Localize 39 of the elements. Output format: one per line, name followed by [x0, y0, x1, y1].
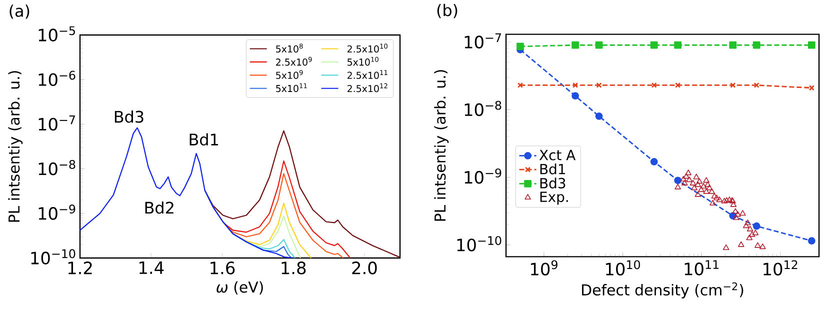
y-tick-label: 10$^{−9}$ [38, 204, 76, 220]
legend-label: Bd3 [540, 178, 566, 188]
y-axis-title: PL intsentiy (arb. u.) [8, 71, 23, 222]
x-axis-title: ω (eV) [216, 281, 263, 294]
y-tick-label: 10$^{−8}$ [38, 160, 76, 176]
x-axis-title: Defect density (cm$^{−2}$) [582, 282, 744, 298]
y-tick-label: 10$^{−8}$ [464, 100, 502, 116]
legend-label: 2.5x10$^{9}$ [276, 56, 312, 66]
x-tick-label: 1.4 [140, 262, 164, 274]
annotation: Bd2 [145, 201, 174, 214]
legend-label: 5x10$^{10}$ [348, 56, 378, 66]
legend-label: Exp. [540, 192, 568, 205]
legend-label: 2.5x10$^{12}$ [347, 83, 388, 92]
x-tick-label: 10$^{12}$ [764, 260, 798, 276]
y-tick-label: 10$^{−9}$ [464, 168, 502, 184]
legend-label: 5x10$^{8}$ [276, 44, 303, 53]
x-tick-label: 1.8 [282, 262, 306, 274]
line-series [80, 127, 294, 258]
x-tick-label: 2.0 [352, 262, 377, 274]
y-tick-label: 10$^{−10}$ [457, 236, 502, 252]
y-tick-label: 10$^{−5}$ [38, 26, 75, 42]
x-tick-label: 10$^{11}$ [684, 260, 719, 276]
y-axis-title: PL intsentiy (arb. u.) [434, 70, 449, 221]
legend-label: Xct A [539, 150, 576, 160]
y-tick-label: 10$^{−7}$ [464, 33, 501, 48]
annotation: Bd3 [114, 110, 144, 123]
x-tick-label: 10$^{9}$ [531, 260, 558, 276]
x-tick-label: 1.6 [210, 262, 235, 274]
legend-label: 5x10$^{11}$ [276, 83, 307, 92]
chart-title: (b) [437, 4, 458, 18]
chart-title: (a) [10, 4, 30, 19]
legend-label: 5x10$^{9}$ [276, 70, 303, 79]
y-tick-label: 10$^{−6}$ [38, 70, 76, 86]
legend-label: 2.5x10$^{10}$ [347, 44, 388, 53]
y-tick-label: 10$^{−7}$ [38, 116, 75, 131]
legend-label: 2.5x10$^{11}$ [347, 70, 388, 79]
annotation: Bd1 [190, 133, 218, 146]
x-tick-label: 10$^{10}$ [606, 260, 640, 276]
legend-label: Bd1 [540, 164, 566, 174]
